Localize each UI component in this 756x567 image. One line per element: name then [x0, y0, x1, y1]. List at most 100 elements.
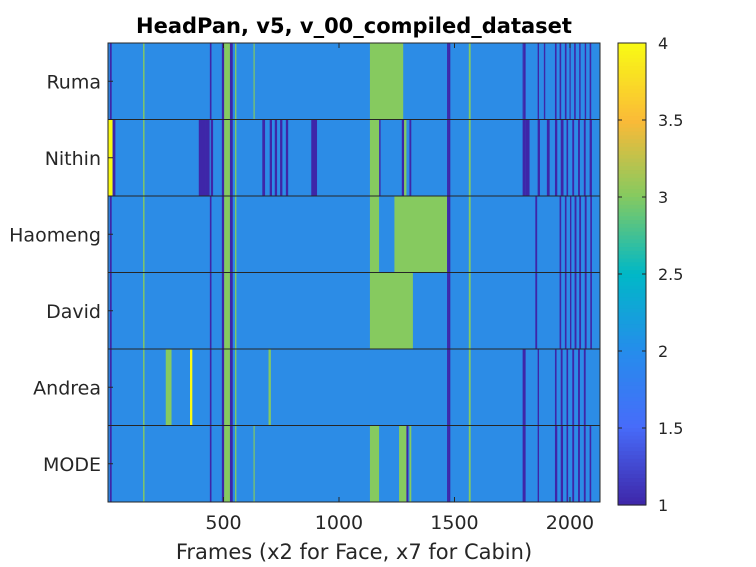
colorbar-tick-label: 1	[658, 496, 668, 515]
heatmap-cell	[143, 43, 145, 120]
colorbar-swatch	[618, 497, 646, 502]
heatmap-cell	[590, 196, 592, 273]
heatmap-cell	[209, 272, 212, 349]
x-tick-label: 1000	[315, 512, 363, 534]
heatmap-cell	[584, 43, 587, 120]
row-separators	[108, 119, 600, 426]
heatmap-cell	[448, 425, 451, 502]
x-tick-label: 500	[205, 512, 241, 534]
heatmap-cell	[209, 349, 212, 426]
heatmap-cell	[143, 425, 145, 502]
heatmap-cell	[224, 43, 230, 120]
heatmap-cell	[564, 272, 567, 349]
heatmap-cell	[447, 272, 449, 349]
heatmap-cell	[221, 119, 225, 196]
colorbar-swatch	[618, 173, 646, 179]
heatmap-cell	[569, 272, 572, 349]
colorbar-swatch	[618, 401, 646, 406]
heatmap-cell	[589, 43, 592, 120]
colorbar-swatch	[618, 308, 646, 314]
heatmap-cell	[468, 119, 471, 196]
colorbar-swatch	[618, 112, 646, 117]
heatmap-cell	[559, 43, 562, 120]
heatmap-cell	[253, 425, 255, 502]
colorbar-swatch	[618, 100, 646, 106]
colorbar-swatch	[618, 185, 646, 190]
colorbar-swatch	[618, 424, 646, 429]
colorbar-swatch	[618, 501, 646, 506]
colorbar-swatch	[618, 293, 646, 298]
colorbar-swatch	[618, 208, 646, 213]
heatmap-cell	[566, 425, 569, 502]
heatmap-cell	[559, 196, 562, 273]
colorbar-swatch	[618, 320, 646, 325]
heatmap-cell	[569, 196, 572, 273]
colorbar-swatch	[618, 200, 646, 206]
heatmap-cell	[165, 349, 172, 426]
heatmap-cell	[229, 119, 233, 196]
colorbar-swatch	[618, 254, 646, 260]
chart-title: HeadPan, v5, v_00_compiled_dataset	[136, 14, 572, 38]
colorbar-swatch	[618, 77, 646, 83]
heatmap-cell	[269, 119, 272, 196]
heatmap-row-background	[108, 272, 600, 349]
heatmap-cell	[205, 119, 210, 196]
colorbar-swatch	[618, 46, 646, 52]
colorbar-swatch	[618, 96, 646, 102]
y-tick-label: Nithin	[45, 148, 101, 170]
heatmap-cell	[566, 119, 569, 196]
heatmap-cell	[224, 425, 230, 502]
colorbar-swatch	[618, 266, 646, 271]
heatmap-cell	[379, 119, 381, 196]
heatmap-cell	[572, 425, 575, 502]
colorbar-swatch	[618, 204, 646, 210]
colorbar-swatch	[618, 158, 646, 163]
heatmap-cell	[235, 425, 237, 502]
heatmap-cell	[406, 425, 409, 502]
colorbar-swatch	[618, 404, 646, 410]
colorbar-swatch	[618, 69, 646, 75]
colorbar-swatch	[618, 258, 646, 264]
colorbar-swatch	[618, 212, 646, 217]
heatmap-cell	[564, 43, 567, 120]
colorbar-swatch	[618, 285, 646, 290]
colorbar-swatch	[618, 431, 646, 437]
heatmap-cell	[525, 119, 530, 196]
colorbar-tick-label: 3.5	[658, 111, 683, 130]
heatmap-cell	[543, 43, 546, 120]
heatmap-cell	[369, 425, 380, 502]
colorbar-swatch	[618, 127, 646, 133]
heatmap-cell	[311, 119, 318, 196]
heatmap-cell	[523, 43, 526, 120]
colorbar-swatch	[618, 85, 646, 90]
heatmap-cell	[584, 272, 587, 349]
heatmap-cell	[274, 119, 278, 196]
colorbar-swatch	[618, 343, 646, 348]
heatmap-cell	[143, 272, 145, 349]
colorbar-swatch	[618, 458, 646, 464]
heatmap-cell	[229, 43, 233, 120]
heatmap-cell	[448, 43, 451, 120]
heatmap-cell	[535, 196, 538, 273]
colorbar-swatch	[618, 239, 646, 244]
heatmap-cell	[468, 349, 471, 426]
heatmap-cell	[210, 119, 214, 196]
heatmap-cell	[221, 425, 225, 502]
heatmap-cell	[546, 119, 550, 196]
colorbar-swatch	[618, 454, 646, 460]
heatmap-cell	[572, 119, 575, 196]
colorbar-swatch	[618, 289, 646, 294]
colorbar-swatch	[618, 181, 646, 187]
colorbar-swatch	[618, 466, 646, 471]
colorbar-swatch	[618, 451, 646, 456]
heatmap-cell	[447, 425, 449, 502]
colorbar-swatch	[618, 62, 646, 67]
colorbar-swatch	[618, 381, 646, 387]
colorbar-swatch	[618, 416, 646, 421]
heatmap-cell	[221, 196, 225, 273]
colorbar-tick-label: 3	[658, 188, 668, 207]
colorbar-swatch	[618, 439, 646, 444]
x-tick-label: 2000	[546, 512, 594, 534]
heatmap-cell	[583, 119, 586, 196]
heatmap-cell	[574, 272, 577, 349]
